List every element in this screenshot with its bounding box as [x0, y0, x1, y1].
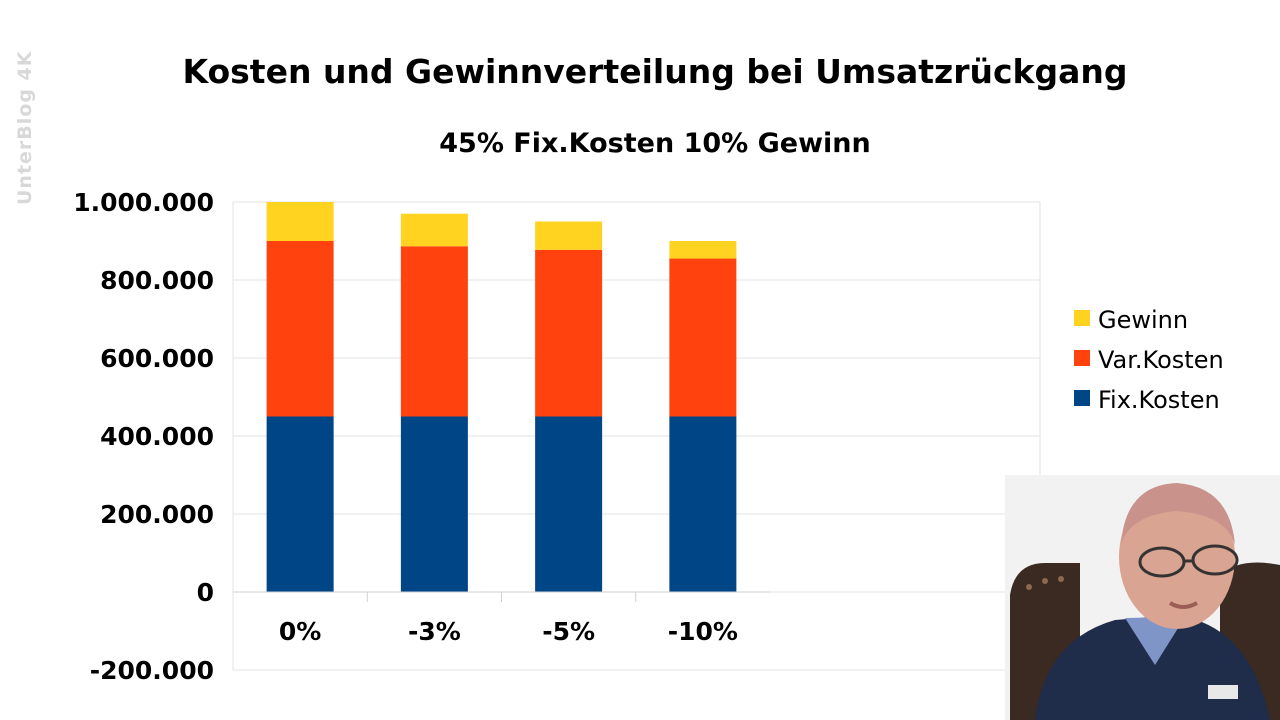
y-tick-label: -200.000	[90, 656, 214, 685]
x-category-label: -5%	[542, 617, 595, 646]
bar-var-kosten-2	[400, 246, 468, 417]
bar-var-kosten-1	[266, 241, 334, 417]
legend-label: Gewinn	[1098, 306, 1188, 334]
legend-swatch	[1074, 350, 1090, 366]
x-category-label: -3%	[408, 617, 461, 646]
bar-var-kosten-4	[669, 258, 737, 417]
x-axis: 0% -3% -5% -10%	[233, 591, 770, 646]
bar-fix-kosten-4	[669, 416, 737, 592]
legend-label: Fix.Kosten	[1098, 386, 1220, 414]
x-category-label: -10%	[668, 617, 738, 646]
y-tick-label: 400.000	[100, 422, 214, 451]
legend-swatch	[1074, 310, 1090, 326]
chart-bars	[266, 202, 737, 592]
bar-gewinn-3	[535, 221, 603, 250]
bar-fix-kosten-3	[535, 416, 603, 592]
y-tick-label: 200.000	[100, 500, 214, 529]
legend-label: Var.Kosten	[1098, 346, 1224, 374]
bar-gewinn-2	[400, 213, 468, 247]
y-tick-label: 600.000	[100, 344, 214, 373]
bar-var-kosten-3	[535, 249, 603, 417]
x-category-label: 0%	[279, 617, 321, 646]
y-axis: -200.000 0 200.000 400.000 600.000 800.000 1.0…	[73, 188, 214, 685]
chart-title: Kosten und Gewinnverteilung bei Umsatzrü…	[182, 52, 1128, 91]
chart-legend: Gewinn Var.Kosten Fix.Kosten	[1074, 306, 1224, 414]
bar-gewinn-1	[266, 202, 334, 241]
bar-fix-kosten-1	[266, 416, 334, 592]
chart-subtitle: 45% Fix.Kosten 10% Gewinn	[439, 128, 871, 159]
y-tick-label: 1.000.000	[73, 188, 214, 217]
bar-fix-kosten-2	[400, 416, 468, 592]
bar-gewinn-4	[669, 241, 737, 259]
y-tick-label: 800.000	[100, 266, 214, 295]
chart-grid	[232, 201, 1041, 671]
legend-swatch	[1074, 390, 1090, 406]
presenter-video	[1005, 475, 1280, 720]
y-tick-label: 0	[197, 578, 214, 607]
presenter-figure	[1005, 475, 1280, 720]
